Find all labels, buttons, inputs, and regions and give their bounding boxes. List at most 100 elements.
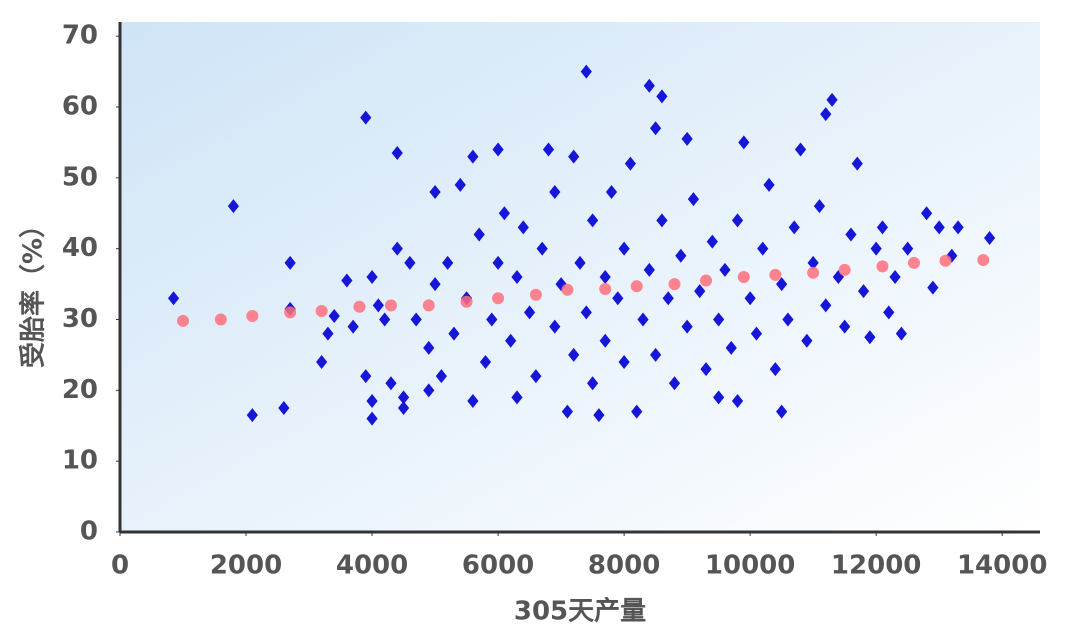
x-tick-label: 0	[111, 551, 129, 581]
point	[631, 404, 643, 419]
x-tick-label: 14000	[957, 551, 1047, 581]
point	[599, 333, 611, 348]
point	[725, 340, 737, 355]
point	[316, 355, 328, 369]
point	[568, 347, 580, 362]
trend-point	[700, 274, 713, 287]
trend-point	[769, 268, 782, 281]
point	[167, 291, 180, 306]
trend-point	[561, 283, 574, 296]
point	[511, 390, 523, 405]
point	[435, 369, 447, 384]
point	[523, 305, 536, 320]
point	[807, 255, 819, 270]
point	[467, 393, 479, 408]
point	[479, 355, 492, 369]
point	[883, 305, 895, 320]
point	[713, 312, 725, 327]
point	[618, 355, 630, 369]
point	[587, 213, 599, 228]
y-tick-label: 30	[62, 304, 98, 334]
point	[738, 135, 750, 150]
point	[530, 369, 542, 384]
point	[757, 241, 769, 256]
y-tick-label: 40	[62, 233, 98, 263]
point	[820, 298, 832, 313]
point	[618, 241, 630, 256]
point	[492, 142, 504, 157]
point	[731, 213, 744, 228]
trend-point	[939, 254, 952, 267]
point	[656, 89, 668, 104]
point	[788, 220, 800, 235]
point	[876, 220, 889, 235]
point	[284, 255, 296, 270]
point	[794, 142, 807, 157]
point	[719, 262, 731, 277]
point	[372, 298, 384, 313]
y-axis-label: 受胎率（%）	[18, 212, 49, 368]
x-tick-label: 2000	[210, 551, 282, 581]
trend-point	[876, 260, 889, 273]
point	[397, 390, 410, 405]
point	[442, 255, 454, 270]
point	[404, 255, 416, 270]
point	[492, 255, 504, 270]
point	[498, 206, 510, 221]
y-tick-label: 10	[62, 446, 98, 476]
y-tick-label: 0	[80, 517, 98, 547]
point	[895, 326, 907, 341]
trend-point	[315, 305, 328, 317]
point	[889, 270, 901, 284]
point	[776, 277, 788, 292]
point	[750, 326, 763, 341]
x-tick-label: 8000	[588, 551, 660, 581]
point	[694, 284, 706, 299]
point	[366, 270, 378, 284]
point	[983, 231, 996, 246]
trend-point	[630, 280, 643, 293]
point	[429, 185, 441, 199]
x-tick-label: 12000	[831, 551, 921, 581]
point	[845, 227, 857, 242]
point	[920, 206, 933, 221]
plot-background	[120, 22, 1040, 532]
point	[769, 362, 781, 377]
point	[612, 291, 624, 306]
point	[700, 362, 712, 377]
trend-point	[907, 256, 920, 269]
point	[328, 308, 340, 323]
trend-point	[807, 266, 820, 279]
trend-point	[492, 292, 505, 305]
point	[643, 78, 655, 93]
point	[713, 390, 725, 405]
point	[927, 280, 939, 295]
point	[347, 319, 359, 334]
point	[341, 273, 353, 288]
point	[574, 255, 586, 270]
point	[744, 291, 756, 306]
trend-point	[246, 309, 259, 322]
y-tick-label: 70	[62, 21, 98, 51]
point	[366, 411, 378, 426]
point	[429, 277, 441, 292]
trend-point	[384, 299, 397, 312]
point	[643, 262, 655, 277]
point	[839, 319, 851, 334]
point	[776, 404, 788, 419]
point	[605, 185, 618, 199]
point	[379, 312, 391, 327]
point	[385, 376, 397, 391]
trend-point	[668, 278, 681, 291]
point	[675, 248, 687, 263]
point	[870, 241, 882, 256]
point	[448, 326, 460, 341]
x-tick-label: 4000	[336, 551, 408, 581]
point	[902, 241, 914, 256]
point	[322, 326, 334, 341]
point	[782, 312, 794, 327]
point	[246, 408, 258, 423]
point	[650, 121, 662, 136]
point	[511, 270, 523, 284]
